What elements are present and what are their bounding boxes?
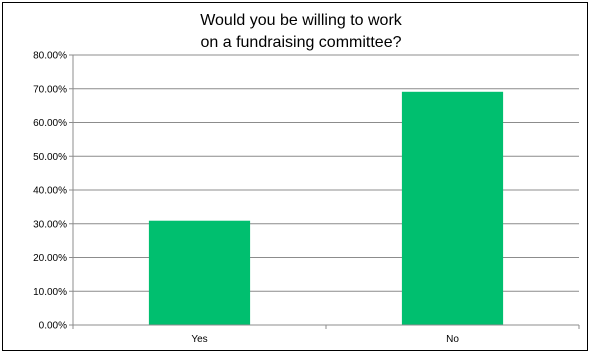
x-tick-label: No	[446, 334, 459, 345]
bar-chart: Would you be willing to work on a fundra…	[33, 12, 580, 345]
chart-frame: Would you be willing to work on a fundra…	[2, 2, 588, 351]
y-tick-label: 20.00%	[33, 253, 67, 264]
x-tick-label: Yes	[191, 334, 207, 345]
y-tick-label: 40.00%	[33, 186, 67, 197]
chart-title-line-2: on a fundraising committee?	[201, 34, 402, 51]
y-tick-label: 10.00%	[33, 287, 67, 298]
bar-no	[401, 91, 504, 325]
y-tick-label: 60.00%	[33, 118, 67, 129]
y-tick-label: 80.00%	[33, 51, 67, 62]
chart-title-line-1: Would you be willing to work	[200, 12, 403, 29]
y-tick-label: 70.00%	[33, 84, 67, 95]
y-tick-label: 30.00%	[33, 219, 67, 230]
y-tick-label: 50.00%	[33, 152, 67, 163]
bar-yes	[148, 220, 251, 325]
y-tick-label: 0.00%	[39, 321, 67, 332]
